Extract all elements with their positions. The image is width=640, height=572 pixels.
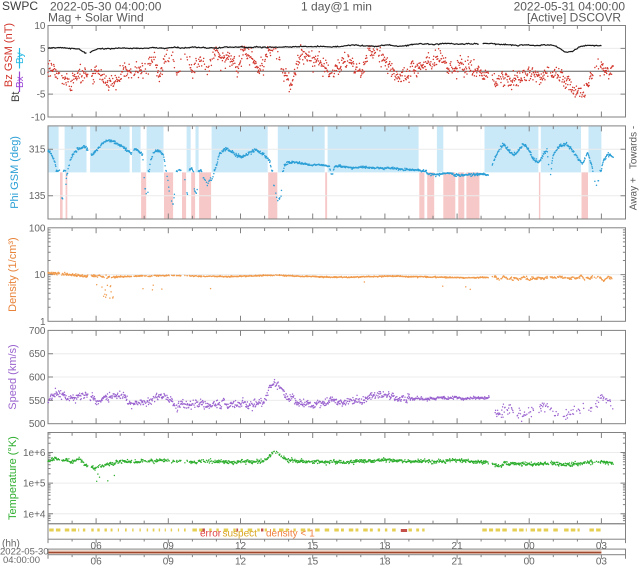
svg-text:06: 06: [91, 541, 103, 552]
svg-text:By: By: [15, 52, 26, 64]
svg-text:(hh): (hh): [2, 539, 20, 550]
svg-text:SWPC: SWPC: [2, 0, 38, 13]
svg-text:Phi GSM (deg): Phi GSM (deg): [9, 136, 21, 209]
svg-text:18: 18: [379, 541, 391, 552]
svg-text:650: 650: [29, 349, 46, 360]
svg-text:Mag + Solar Wind: Mag + Solar Wind: [48, 10, 144, 24]
svg-text:15: 15: [307, 556, 319, 567]
svg-text:00: 00: [524, 556, 536, 567]
svg-text:06: 06: [91, 556, 103, 567]
svg-text:Density (1/cm³): Density (1/cm³): [7, 237, 19, 312]
svg-text:1e+4: 1e+4: [23, 509, 46, 520]
svg-text:10: 10: [34, 270, 46, 281]
svg-text:5: 5: [40, 44, 46, 55]
svg-text:18: 18: [379, 556, 391, 567]
svg-text:Bx: Bx: [15, 76, 26, 88]
svg-text:21: 21: [452, 541, 464, 552]
svg-text:Speed (km/s): Speed (km/s): [7, 344, 19, 409]
svg-text:1: 1: [40, 317, 46, 328]
svg-text:04:00:00: 04:00:00: [3, 555, 40, 566]
svg-text:12: 12: [235, 556, 247, 567]
svg-text:10: 10: [34, 21, 46, 32]
svg-text:Away + Towards -: Away + Towards -: [629, 126, 640, 210]
svg-text:-5: -5: [37, 90, 46, 101]
svg-text:error: error: [200, 529, 222, 540]
svg-text:density < 1: density < 1: [266, 529, 315, 540]
svg-text:1e+6: 1e+6: [23, 448, 46, 459]
svg-text:15: 15: [307, 541, 319, 552]
svg-text:suspect: suspect: [223, 529, 258, 540]
svg-text:[Active] DSCOVR: [Active] DSCOVR: [527, 10, 621, 24]
svg-text:135: 135: [29, 191, 46, 202]
svg-text:100: 100: [29, 223, 46, 234]
svg-text:1e+5: 1e+5: [23, 479, 46, 490]
svg-text:600: 600: [29, 373, 46, 384]
svg-text:315: 315: [29, 145, 46, 156]
svg-text:500: 500: [29, 419, 46, 430]
svg-text:12: 12: [235, 541, 247, 552]
svg-text:Temperature (°K): Temperature (°K): [7, 436, 19, 520]
svg-text:-10: -10: [31, 113, 46, 124]
svg-text:03: 03: [596, 541, 608, 552]
svg-text:21: 21: [452, 556, 464, 567]
svg-text:09: 09: [163, 541, 175, 552]
svg-text:2022-05-30 04:00:00: 2022-05-30 04:00:00: [50, 0, 162, 14]
svg-text:2022-05-31 04:00:00: 2022-05-31 04:00:00: [514, 0, 626, 14]
svg-text:09: 09: [163, 556, 175, 567]
svg-text:550: 550: [29, 396, 46, 407]
svg-text:03: 03: [596, 556, 608, 567]
svg-text:00: 00: [524, 541, 536, 552]
svg-text:2022-05-30: 2022-05-30: [0, 547, 49, 558]
svg-text:700: 700: [29, 326, 46, 337]
svg-text:Bz GSM (nT): Bz GSM (nT): [3, 23, 15, 87]
svg-text:Bt: Bt: [10, 92, 22, 102]
svg-text:1 day@1 min: 1 day@1 min: [301, 0, 372, 14]
svg-text:0: 0: [40, 67, 46, 78]
